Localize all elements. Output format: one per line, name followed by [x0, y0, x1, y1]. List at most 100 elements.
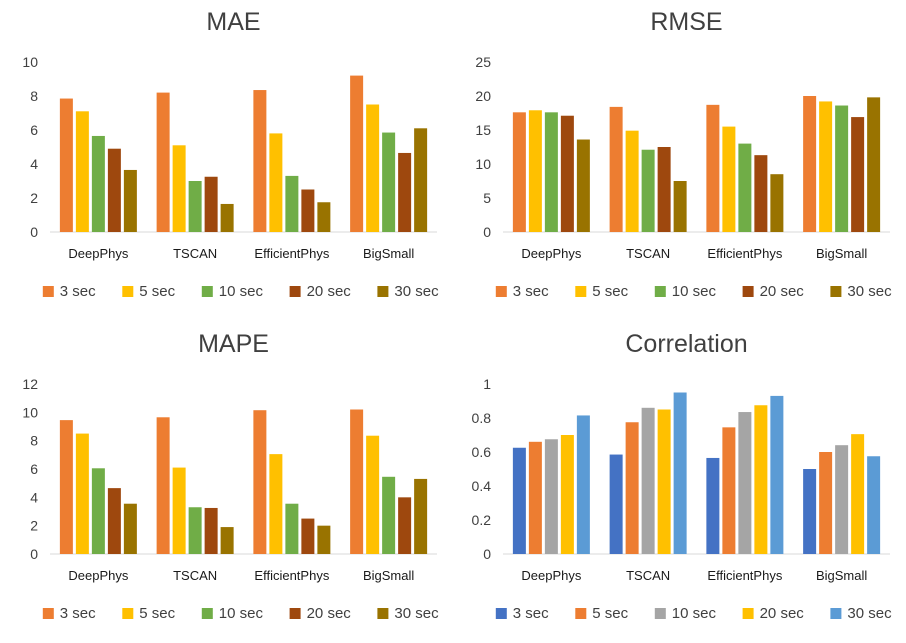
mae-bar-efficientphys-5-sec	[269, 133, 283, 232]
mape-bar-deepphys-3-sec	[59, 420, 73, 554]
mape-legend-swatch-3-sec	[42, 608, 54, 619]
correlation-legend-label: 3 sec	[513, 605, 549, 622]
mae-legend-label: 5 sec	[139, 283, 175, 300]
rmse-bar-efficientphys-10-sec	[738, 143, 752, 232]
correlation-chart: Correlation 0 0.2 0.4 0.6 0.8 1 DeepPhys TSCAN Ef…	[472, 330, 893, 622]
correlation-bar-deepphys-3-sec	[512, 447, 526, 554]
mape-bar-tscan-30-sec	[220, 527, 234, 554]
rmse-category-label: EfficientPhys	[707, 246, 782, 261]
correlation-bar-deepphys-10-sec	[544, 439, 558, 554]
mape-bar-tscan-20-sec	[204, 507, 218, 554]
correlation-legend-swatch-5-sec	[575, 608, 587, 619]
correlation-bar-bigsmall-10-sec	[835, 445, 849, 554]
mae-title: MAE	[206, 8, 260, 36]
mae-ytick-label: 6	[30, 122, 38, 138]
mape-bar-efficientphys-30-sec	[317, 525, 331, 554]
mape-bar-efficientphys-20-sec	[301, 518, 315, 554]
rmse-legend-swatch-10-sec	[654, 286, 666, 297]
mape-legend-swatch-20-sec	[289, 608, 301, 619]
rmse-bar-deepphys-30-sec	[576, 139, 590, 232]
rmse-ytick-label: 20	[475, 88, 491, 104]
rmse-legend-swatch-20-sec	[742, 286, 754, 297]
correlation-title: Correlation	[625, 330, 747, 358]
mae-ytick-label: 4	[30, 156, 38, 172]
correlation-bar-tscan-3-sec	[609, 454, 623, 554]
mae-category-label: DeepPhys	[68, 246, 128, 261]
rmse-title: RMSE	[650, 8, 722, 36]
mae-legend-label: 3 sec	[60, 283, 96, 300]
mape-ytick-label: 4	[30, 489, 38, 505]
mape-bar-tscan-3-sec	[156, 417, 170, 554]
mae-legend-label: 10 sec	[219, 283, 264, 300]
rmse-legend-swatch-30-sec	[830, 286, 842, 297]
mape-bar-deepphys-5-sec	[75, 433, 89, 554]
correlation-category-label: EfficientPhys	[707, 568, 782, 583]
mae-bar-tscan-5-sec	[172, 145, 186, 232]
rmse-bar-bigsmall-5-sec	[819, 101, 833, 232]
mape-bar-bigsmall-3-sec	[350, 409, 364, 554]
rmse-bar-bigsmall-10-sec	[835, 105, 849, 232]
rmse-category-label: DeepPhys	[521, 246, 581, 261]
mape-ytick-label: 8	[30, 433, 38, 449]
rmse-ytick-label: 5	[483, 190, 491, 206]
rmse-legend-label: 20 sec	[760, 283, 805, 300]
mape-bar-deepphys-20-sec	[107, 488, 121, 554]
rmse-ytick-label: 15	[475, 122, 491, 138]
mape-bar-efficientphys-5-sec	[269, 454, 283, 554]
rmse-bar-bigsmall-3-sec	[803, 96, 817, 232]
mae-bar-efficientphys-20-sec	[301, 189, 315, 232]
mae-bar-deepphys-5-sec	[75, 111, 89, 232]
correlation-category-label: DeepPhys	[521, 568, 581, 583]
correlation-legend-swatch-30-sec	[830, 608, 842, 619]
mae-bar-tscan-3-sec	[156, 92, 170, 232]
mape-legend-label: 3 sec	[60, 605, 96, 622]
mae-bar-bigsmall-20-sec	[398, 152, 412, 232]
mape-ytick-label: 12	[22, 376, 38, 392]
mae-legend-swatch-30-sec	[377, 286, 389, 297]
rmse-bar-tscan-3-sec	[609, 106, 623, 232]
correlation-legend-swatch-3-sec	[495, 608, 507, 619]
mape-legend-label: 30 sec	[394, 605, 439, 622]
correlation-bar-bigsmall-20-sec	[851, 434, 865, 554]
correlation-bar-efficientphys-30-sec	[770, 395, 784, 554]
rmse-category-label: TSCAN	[626, 246, 670, 261]
mape-category-label: BigSmall	[363, 568, 414, 583]
mape-ytick-label: 0	[30, 546, 38, 562]
mape-ytick-label: 2	[30, 518, 38, 534]
mae-legend-swatch-20-sec	[289, 286, 301, 297]
rmse-legend-label: 30 sec	[847, 283, 892, 300]
rmse-bar-tscan-10-sec	[641, 149, 655, 232]
correlation-ytick-label: 0.2	[472, 512, 492, 528]
mae-bar-bigsmall-10-sec	[382, 132, 396, 232]
rmse-bar-deepphys-5-sec	[528, 110, 542, 232]
correlation-legend-swatch-20-sec	[742, 608, 754, 619]
mape-bar-deepphys-10-sec	[91, 468, 105, 554]
correlation-ytick-label: 0	[483, 546, 491, 562]
mae-legend-swatch-10-sec	[201, 286, 213, 297]
mape-title: MAPE	[198, 330, 269, 358]
mape-bar-efficientphys-3-sec	[253, 410, 267, 554]
mape-category-label: TSCAN	[173, 568, 217, 583]
mae-bar-tscan-10-sec	[188, 181, 202, 232]
mae-bar-efficientphys-3-sec	[253, 90, 267, 232]
mae-bar-bigsmall-5-sec	[366, 104, 380, 232]
mape-legend-swatch-30-sec	[377, 608, 389, 619]
mae-ytick-label: 8	[30, 88, 38, 104]
mae-bar-deepphys-20-sec	[107, 148, 121, 232]
correlation-bar-efficientphys-3-sec	[706, 457, 720, 554]
correlation-ytick-label: 1	[483, 376, 491, 392]
mape-bar-bigsmall-5-sec	[366, 435, 380, 554]
mape-bar-bigsmall-20-sec	[398, 497, 412, 554]
rmse-chart: RMSE 0 5 10 15 20 25 DeepPhys TSCAN EfficientPhys…	[475, 8, 892, 300]
correlation-bar-deepphys-20-sec	[560, 435, 574, 554]
mae-legend-swatch-3-sec	[42, 286, 54, 297]
correlation-bar-efficientphys-5-sec	[722, 427, 736, 554]
mae-bar-bigsmall-3-sec	[350, 75, 364, 232]
mape-bar-bigsmall-10-sec	[382, 476, 396, 554]
rmse-bar-efficientphys-5-sec	[722, 126, 736, 232]
mape-legend-label: 20 sec	[307, 605, 352, 622]
rmse-category-label: BigSmall	[816, 246, 867, 261]
mae-bar-deepphys-30-sec	[123, 169, 137, 232]
rmse-bar-tscan-5-sec	[625, 130, 639, 232]
